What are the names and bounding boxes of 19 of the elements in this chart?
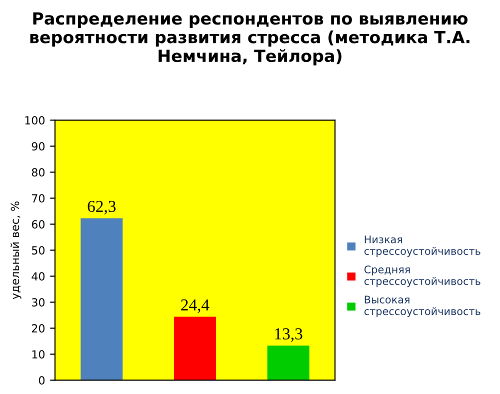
y-tick-label: 80 [32, 168, 45, 177]
y-tick-label: 10 [32, 350, 45, 359]
data-label: 13,3 [275, 328, 302, 342]
data-label: 62,3 [88, 200, 116, 214]
y-tick-label: 20 [32, 324, 45, 333]
legend-label: Высокая стрессоустойчивость [364, 296, 480, 318]
y-tick-label: 90 [32, 142, 45, 151]
y-tick-label: 100 [25, 116, 45, 125]
y-tick-label: 50 [32, 246, 45, 255]
y-tick-label: 70 [32, 194, 45, 203]
legend-label: Низкая стрессоустойчивость [364, 236, 480, 257]
y-tick-label: 0 [38, 376, 45, 385]
legend-label: Средняя стрессоустойчивость [364, 266, 480, 288]
data-label: 24,4 [181, 299, 210, 313]
chart-title: Распределение респондентов по выявлению вероятности развития стресса (методика Т.А. Немчина, Тейлора) [30, 12, 470, 66]
y-tick-label: 40 [32, 272, 45, 281]
y-tick-label: 30 [32, 298, 45, 307]
y-axis-title: удельный вес, % [10, 201, 22, 300]
y-tick-label: 60 [32, 220, 45, 229]
